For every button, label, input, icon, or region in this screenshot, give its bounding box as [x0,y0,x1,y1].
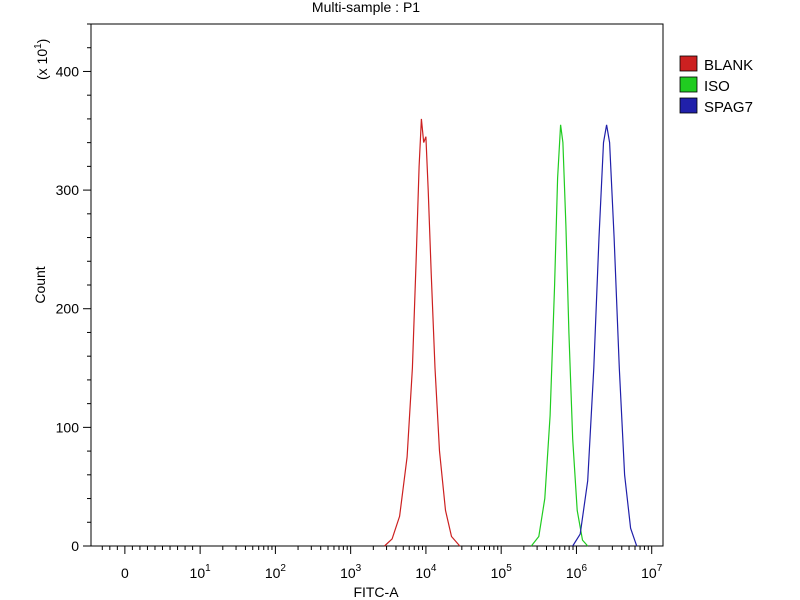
legend-label-blank: BLANK [704,57,753,74]
x-tick-label: 101 [190,563,212,581]
x-tick-label: 104 [415,563,437,581]
legend: BLANK ISO SPAG7 [679,55,753,116]
x-axis: 0 101 102 103 104 105 106 107 [101,546,663,581]
y-axis-multiplier: (x 101) [33,39,50,80]
series-line-blank [384,118,461,547]
y-tick-label: 100 [56,419,80,435]
y-axis: 0 100 200 300 400 [56,23,91,554]
x-tick-label: 106 [566,563,588,581]
x-tick-label: 105 [491,563,513,581]
legend-swatch-spag7 [679,97,698,114]
y-tick-label: 200 [56,301,80,317]
series-line-spag7 [572,124,638,547]
y-axis-label: Count [32,266,48,303]
legend-swatch-blank [679,55,698,72]
x-tick-label: 107 [641,563,663,581]
y-tick-label: 300 [56,182,80,198]
y-tick-label: 0 [71,538,79,554]
x-tick-label: 103 [340,563,362,581]
plot-frame [90,23,664,547]
y-multiplier-exp: 1 [33,43,44,49]
svg-text:(x 101): (x 101) [33,39,50,80]
y-multiplier-prefix: (x 10 [34,49,50,80]
legend-label-iso: ISO [704,78,730,95]
series-line-iso [530,124,589,547]
chart-title: Multi-sample : P1 [312,0,420,15]
legend-label-spag7: SPAG7 [704,99,753,116]
x-tick-label: 0 [121,565,129,581]
y-tick-label: 400 [56,63,80,79]
x-tick-label: 102 [265,563,287,581]
legend-swatch-iso [679,76,698,93]
series-layer [384,118,638,547]
x-axis-label: FITC-A [353,584,399,600]
y-multiplier-suffix: ) [34,39,50,44]
